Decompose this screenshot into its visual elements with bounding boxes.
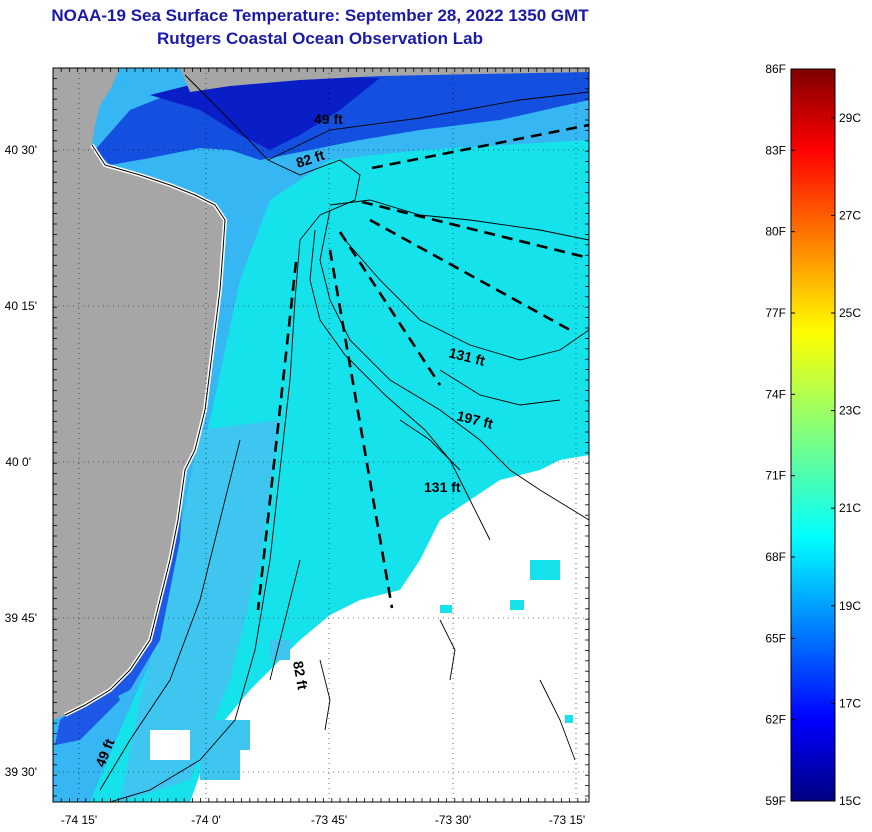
- lon-tick-label: -74 0': [191, 813, 221, 827]
- colorbar-f-label: 74F: [765, 387, 786, 401]
- lat-tick-label: 39 30': [5, 765, 37, 779]
- colorbar-c-label: 29C: [839, 111, 861, 125]
- colorbar-c-label: 27C: [839, 208, 861, 222]
- sst-nearshore-cold-south: [55, 680, 120, 745]
- colorbar: 86F 83F 80F 77F 74F 71F 68F 65F 62F 59F 29C 27C 25C…: [765, 62, 861, 808]
- land-long-island: [180, 68, 589, 92]
- colorbar-c-label: 23C: [839, 404, 861, 418]
- colorbar-f-label: 86F: [765, 62, 786, 76]
- colorbar-f-label: 62F: [765, 713, 786, 727]
- lon-tick-label: -74 15': [61, 813, 97, 827]
- map-title: NOAA-19 Sea Surface Temperature: Septemb…: [51, 6, 589, 25]
- lat-tick-label: 40 0': [5, 455, 31, 469]
- contour-label-131ft-south: 131 ft: [424, 479, 461, 495]
- colorbar-f-label: 68F: [765, 550, 786, 564]
- map-panel: 49 ft 82 ft 131 ft 197 ft 131 ft 82 ft 4…: [53, 68, 589, 802]
- lon-tick-label: -73 15': [549, 813, 585, 827]
- colorbar-f-label: 59F: [765, 794, 786, 808]
- contour-label-82ft-south: 82 ft: [290, 660, 311, 691]
- map-frame: [52, 67, 590, 803]
- colorbar-c-label: 15C: [839, 794, 861, 808]
- colorbar-c-label: 21C: [839, 501, 861, 515]
- colorbar-f-label: 65F: [765, 631, 786, 645]
- map-subtitle: Rutgers Coastal Ocean Observation Lab: [157, 29, 483, 48]
- colorbar-gradient: [790, 68, 836, 802]
- lat-tick-label: 40 15': [5, 299, 37, 313]
- lon-tick-label: -73 30': [435, 813, 471, 827]
- lon-tick-label: -73 45': [311, 813, 347, 827]
- colorbar-f-label: 83F: [765, 143, 786, 157]
- contour-label-49ft: 49 ft: [314, 111, 343, 127]
- lat-tick-label: 39 45': [5, 611, 37, 625]
- sst-coldest-core: [150, 75, 380, 150]
- frame-ticks: [52, 67, 589, 802]
- sst-shelf-strip: [120, 420, 280, 802]
- lat-tick-label: 40 30': [5, 143, 37, 157]
- colorbar-c-label: 25C: [839, 306, 861, 320]
- shipping-lanes: [256, 123, 589, 611]
- colorbar-c-label: 19C: [839, 599, 861, 613]
- colorbar-f-label: 80F: [765, 225, 786, 239]
- colorbar-f-label: 71F: [765, 469, 786, 483]
- bathymetry-contours: [99, 74, 589, 802]
- land-new-jersey: [53, 68, 225, 720]
- colorbar-c-label: 17C: [839, 696, 861, 710]
- colorbar-f-label: 77F: [765, 306, 786, 320]
